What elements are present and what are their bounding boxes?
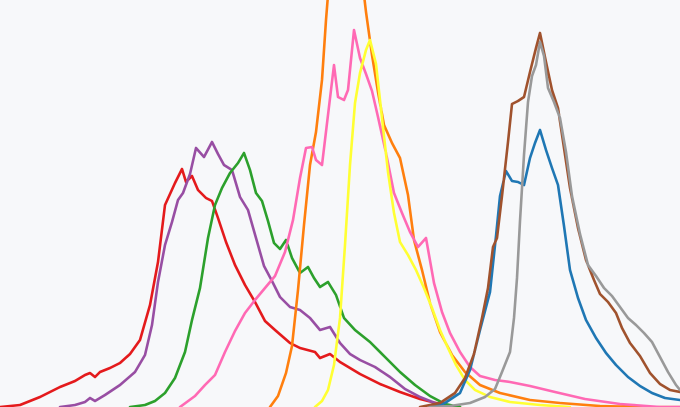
series-line-5 bbox=[178, 28, 680, 407]
series-line-2 bbox=[58, 140, 457, 407]
series-line-3 bbox=[128, 151, 462, 407]
series-line-4 bbox=[268, 0, 680, 407]
series-line-7 bbox=[428, 128, 680, 407]
series-line-1 bbox=[0, 167, 462, 407]
series-line-6 bbox=[313, 38, 572, 407]
series-line-9 bbox=[428, 40, 680, 407]
